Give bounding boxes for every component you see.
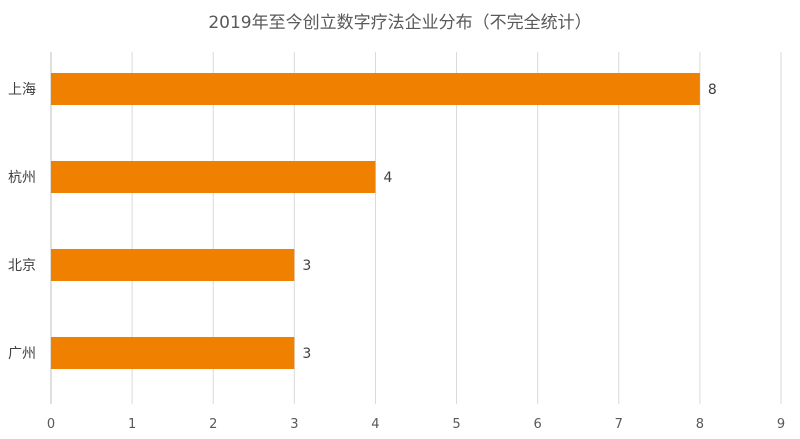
x-tick-label: 9 xyxy=(777,417,785,432)
bar-3 xyxy=(51,249,295,281)
x-tick-label: 2 xyxy=(209,417,217,432)
data-label: 4 xyxy=(383,170,392,186)
grid-lines xyxy=(50,52,782,404)
bar-1 xyxy=(51,73,700,105)
data-label: 8 xyxy=(708,82,717,98)
x-tick-label: 8 xyxy=(696,417,704,432)
bars xyxy=(51,73,700,369)
x-tick-label: 6 xyxy=(534,417,542,432)
x-tick-label: 3 xyxy=(290,417,298,432)
category-label: 杭州 xyxy=(8,170,36,186)
category-label: 广州 xyxy=(8,346,36,362)
x-tick-labels: 0 1 2 3 4 5 6 7 8 9 xyxy=(47,417,785,432)
category-label: 上海 xyxy=(8,82,36,98)
x-tick-label: 1 xyxy=(128,417,136,432)
data-label: 3 xyxy=(302,346,311,362)
data-label: 3 xyxy=(302,258,311,274)
bar-4 xyxy=(51,337,295,369)
x-tick-label: 0 xyxy=(47,417,55,432)
data-labels: 8 4 3 3 xyxy=(302,82,716,362)
category-label: 北京 xyxy=(8,258,36,274)
chart-title: 2019年至今创立数字疗法企业分布（不完全统计） xyxy=(208,13,592,33)
bar-2 xyxy=(51,161,376,193)
x-tick-label: 7 xyxy=(615,417,623,432)
x-tick-label: 4 xyxy=(371,417,379,432)
x-tick-label: 5 xyxy=(452,417,460,432)
